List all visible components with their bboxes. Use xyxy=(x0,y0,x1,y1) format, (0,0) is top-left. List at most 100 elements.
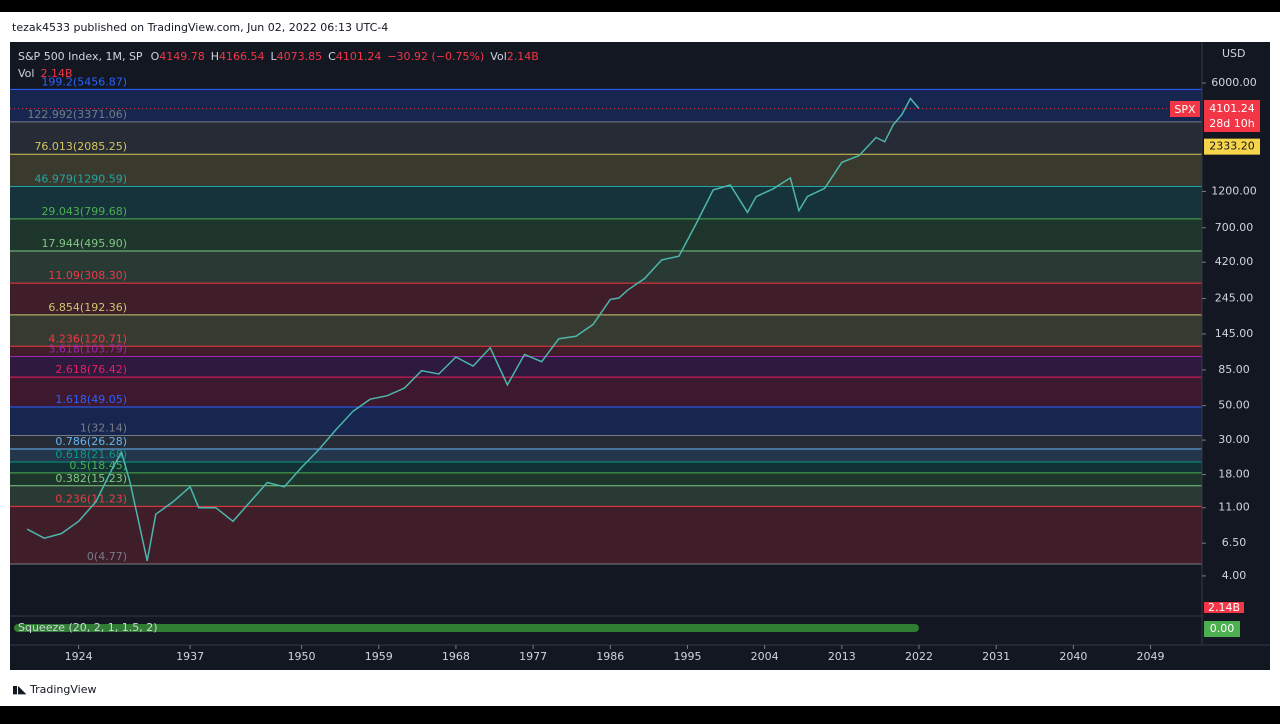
vol-tag-bg xyxy=(1204,602,1244,613)
indicator-value: 0.00 xyxy=(1210,622,1235,635)
currency: USD xyxy=(1222,47,1246,60)
fib-band xyxy=(10,89,1202,122)
y-tick-label: 50.00 xyxy=(1218,399,1250,412)
symbol-tag: SPX xyxy=(1174,103,1196,116)
x-tick-label: 1986 xyxy=(596,650,624,663)
y-tick-label: 700.00 xyxy=(1215,221,1254,234)
x-tick-label: 1977 xyxy=(519,650,547,663)
ohlc-value: 4073.85 xyxy=(277,50,323,63)
x-tick-label: 1950 xyxy=(288,650,316,663)
fib-label: 0.5(18.45) xyxy=(69,459,127,472)
x-tick-label: 2040 xyxy=(1059,650,1087,663)
x-tick-label: 1995 xyxy=(673,650,701,663)
fib-band xyxy=(10,472,1202,486)
fib-label: 3.618(103.79) xyxy=(48,342,127,355)
y-tick-label: 18.00 xyxy=(1218,468,1250,481)
fib-band xyxy=(10,346,1202,357)
price-tag: 2333.20 xyxy=(1209,140,1255,153)
plot: 199.2(5456.87) 122.992(3371.06) 76.013(208… xyxy=(10,75,1202,565)
y-tick-label: 1200.00 xyxy=(1211,184,1257,197)
fib-label: 17.944(495.90) xyxy=(41,237,127,250)
fib-band xyxy=(10,377,1202,407)
fib-band xyxy=(10,251,1202,284)
fib-label: 0.618(21.68) xyxy=(55,448,127,461)
ohlc-key: C xyxy=(328,50,336,63)
y-tick-label: 6.50 xyxy=(1222,536,1247,549)
fib-label: 0.786(26.28) xyxy=(55,435,127,448)
y-tick-label: 85.00 xyxy=(1218,363,1250,376)
fib-band xyxy=(10,506,1202,565)
fib-label: 199.2(5456.87) xyxy=(41,75,127,88)
x-tick-label: 2022 xyxy=(905,650,933,663)
x-tick-label: 2049 xyxy=(1137,650,1165,663)
publisher: tezak4533 published on TradingView.com, … xyxy=(12,21,388,34)
vol-value: 2.14B xyxy=(507,50,539,63)
fib-label: 122.992(3371.06) xyxy=(27,108,127,121)
fib-label: 76.013(2085.25) xyxy=(34,140,127,153)
fib-label: 29.043(799.68) xyxy=(41,205,127,218)
vol-key: Vol xyxy=(490,50,506,63)
fib-band xyxy=(10,218,1202,252)
ohlc-value: 4166.54 xyxy=(219,50,265,63)
fib-label: 11.09(308.30) xyxy=(48,269,127,282)
last-price: 4101.24 xyxy=(1209,102,1255,115)
fib-band xyxy=(10,356,1202,378)
fib-band xyxy=(10,449,1202,462)
x-tick-label: 1959 xyxy=(365,650,393,663)
fib-band xyxy=(10,186,1202,219)
x-tick-label: 2013 xyxy=(828,650,856,663)
fib-label: 46.979(1290.59) xyxy=(34,173,127,186)
brand-name: TradingView xyxy=(29,683,96,696)
symbol-tag-bg xyxy=(1170,101,1200,117)
y-tick-label: 30.00 xyxy=(1218,433,1250,446)
indicator-name: Squeeze (20, 2, 1, 1.5, 2) xyxy=(18,621,158,634)
vol-legend: Vol 2.14B xyxy=(18,67,73,80)
fib-band xyxy=(10,406,1202,436)
x-tick-label: 2031 xyxy=(982,650,1010,663)
squeeze-dots xyxy=(14,624,919,632)
fib-label: 0.382(15.23) xyxy=(55,472,127,485)
fib-band xyxy=(10,121,1202,155)
price-line xyxy=(26,97,920,562)
bottom-band xyxy=(0,706,1280,720)
x-tick-label: 1937 xyxy=(176,650,204,663)
y-tick-label: 420.00 xyxy=(1215,255,1254,268)
ohlc-key: H xyxy=(211,50,219,63)
fib-label: 4.236(120.71) xyxy=(48,332,127,345)
fib-band xyxy=(10,154,1202,187)
countdown: 28d 10h xyxy=(1209,117,1254,130)
x-tick-label: 1968 xyxy=(442,650,470,663)
legend: S&P 500 Index, 1M, SP O4149.78 H4166.54 L40… xyxy=(18,50,539,63)
fib-label: 0.236(11.23) xyxy=(55,492,127,505)
x-tick-label: 2004 xyxy=(751,650,779,663)
vol-value: 2.14B xyxy=(40,67,72,80)
fib-band xyxy=(10,283,1202,315)
fib-label: 0(4.77) xyxy=(87,550,127,563)
fib-label: 1(32.14) xyxy=(80,421,127,434)
y-tick-label: 6000.00 xyxy=(1211,76,1257,89)
fib-band xyxy=(10,435,1202,450)
y-tick-label: 4.00 xyxy=(1222,569,1247,582)
fib-band xyxy=(10,314,1202,347)
y-tick-label: 145.00 xyxy=(1215,327,1254,340)
price-tag-bg xyxy=(1204,100,1260,132)
y-tick-label: 11.00 xyxy=(1218,501,1250,514)
y-tick-label: 245.00 xyxy=(1215,292,1254,305)
vol-tag: 2.14B xyxy=(1208,601,1240,614)
symbol: S&P 500 Index, 1M, SP xyxy=(18,50,143,63)
indicator-tag-bg xyxy=(1204,621,1240,637)
price-tag-bg xyxy=(1204,138,1260,155)
vol-key: Vol xyxy=(18,67,34,80)
x-tick-label: 1924 xyxy=(65,650,93,663)
ohlc-value: 4101.24 xyxy=(336,50,382,63)
change: −30.92 (−0.75%) xyxy=(387,50,484,63)
fib-label: 6.854(192.36) xyxy=(48,301,127,314)
ohlc-key: L xyxy=(271,50,278,63)
fib-label: 1.618(49.05) xyxy=(55,393,127,406)
fib-band xyxy=(10,461,1202,473)
ohlc-value: 4149.78 xyxy=(159,50,205,63)
ohlc-key: O xyxy=(151,50,160,63)
fib-label: 2.618(76.42) xyxy=(55,363,127,376)
